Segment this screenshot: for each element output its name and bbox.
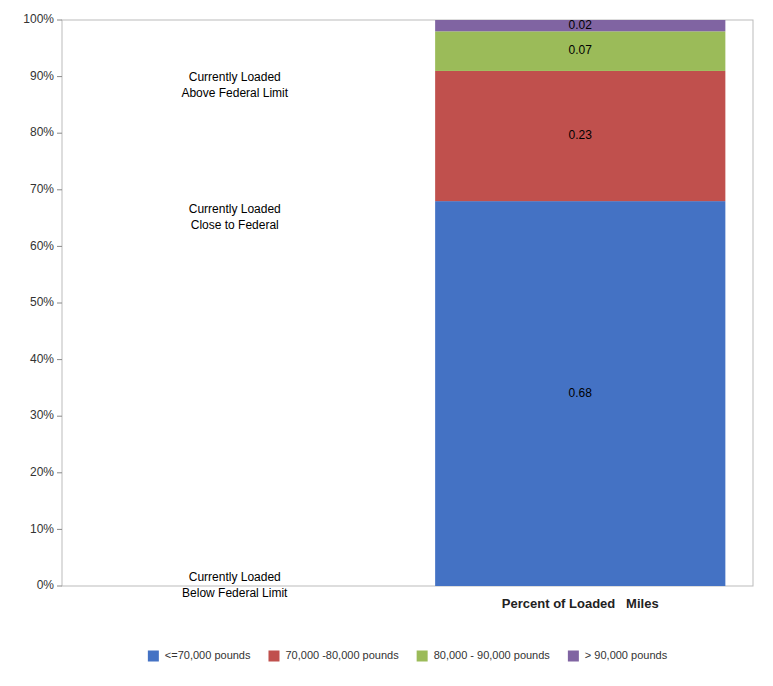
y-tick [57,189,62,190]
legend-item: <=70,000 pounds [148,649,251,662]
x-tick-label: Percent of Loaded Miles [502,596,659,611]
legend-swatch [417,651,428,662]
y-tick-label: 70% [30,182,54,196]
y-tick-label: 90% [30,69,54,83]
legend-swatch [268,651,279,662]
y-tick-label: 0% [37,578,55,592]
legend-swatch [148,651,159,662]
bar-segment [435,31,725,71]
bars [435,20,725,586]
annotation: Currently LoadedBelow Federal Limit [182,570,288,600]
y-tick [57,359,62,360]
legend-item: 80,000 - 90,000 pounds [417,649,551,662]
plot-frame [62,20,753,586]
y-tick [57,76,62,77]
legend-label: 80,000 - 90,000 pounds [434,649,551,661]
chart: 0% 10% 20% 30% 40% 50% 60% 70% 80% 90% 100% Percent… [0,0,773,686]
legend-item: 70,000 -80,000 pounds [268,649,399,662]
legend-swatch [568,651,579,662]
y-tick [57,246,62,247]
y-tick-label: 100% [23,12,54,26]
data-label: 0.02 [569,18,593,32]
y-tick [57,529,62,530]
legend: <=70,000 pounds 70,000 -80,000 pounds 80,0… [148,649,668,662]
y-tick [57,20,62,21]
legend-label: <=70,000 pounds [165,649,251,661]
y-tick [57,416,62,417]
data-label: 0.23 [569,128,593,142]
bar-segment [435,201,725,586]
y-tick-label: 80% [30,125,54,139]
legend-label: 70,000 -80,000 pounds [285,649,399,661]
y-tick [57,472,62,473]
y-tick-label: 30% [30,408,54,422]
data-label: 0.68 [569,386,593,400]
y-tick-label: 50% [30,295,54,309]
annotation: Currently LoadedClose to Federal [189,202,281,232]
data-label: 0.07 [569,43,593,57]
y-tick-label: 40% [30,352,54,366]
legend-label: > 90,000 pounds [585,649,668,661]
legend-item: > 90,000 pounds [568,649,668,662]
y-tick [57,586,62,587]
y-tick [57,133,62,134]
y-tick-label: 20% [30,465,54,479]
chart-container: 0% 10% 20% 30% 40% 50% 60% 70% 80% 90% 100% Percent… [0,0,773,686]
y-tick-label: 10% [30,522,54,536]
annotation: Currently LoadedAbove Federal Limit [181,70,288,100]
y-tick [57,303,62,304]
y-tick-label: 60% [30,239,54,253]
bar-segment [435,71,725,201]
